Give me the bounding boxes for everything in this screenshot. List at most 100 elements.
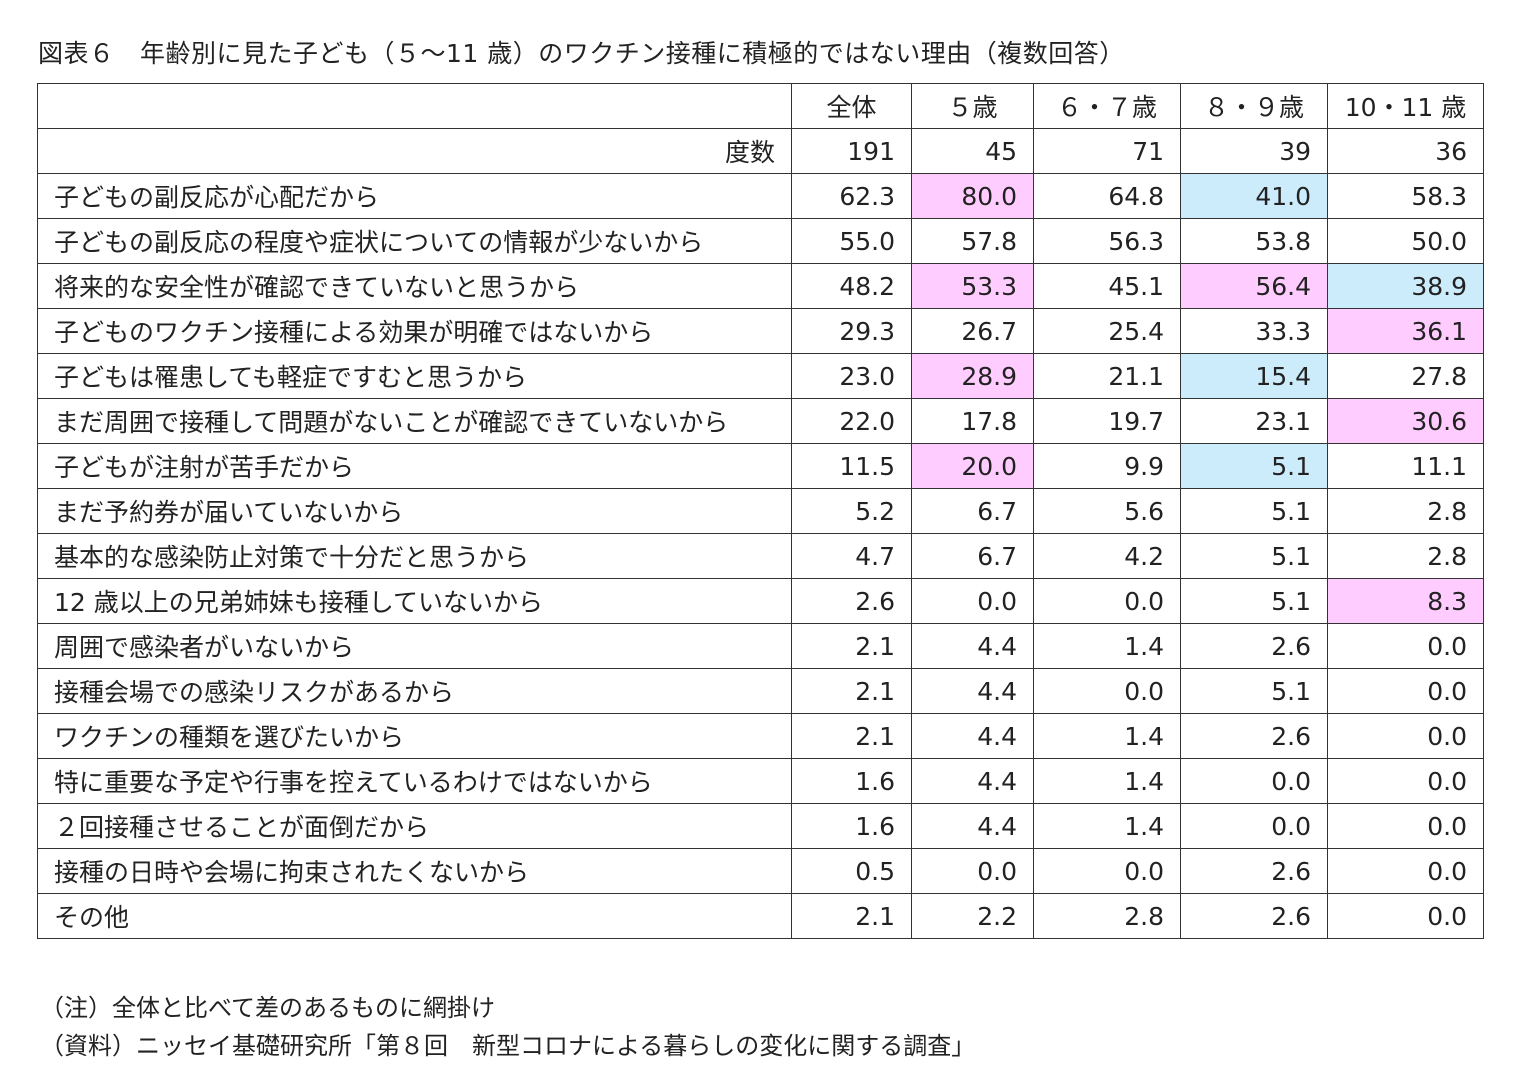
value-cell-highlighted: 8.3 <box>1327 578 1484 624</box>
frequency-cell: 36 <box>1327 128 1484 174</box>
value-cell: 2.8 <box>1327 488 1484 534</box>
column-header: 10・11 歳 <box>1327 83 1484 129</box>
value-cell: 29.3 <box>791 308 912 354</box>
value-cell: 23.1 <box>1180 398 1328 444</box>
value-cell: 0.0 <box>1033 668 1181 714</box>
frequency-cell: 39 <box>1180 128 1328 174</box>
header-corner-cell <box>37 83 792 129</box>
value-cell: 45.1 <box>1033 263 1181 309</box>
data-table: 全体 ５歳 ６・７歳 ８・９歳 10・11 歳 度数 191 45 71 39 … <box>37 83 1484 939</box>
value-cell: 5.2 <box>791 488 912 534</box>
row-label: 特に重要な予定や行事を控えているわけではないから <box>37 758 792 804</box>
row-label: 子どもの副反応が心配だから <box>37 173 792 219</box>
value-cell: 11.1 <box>1327 443 1484 489</box>
value-cell-highlighted: 80.0 <box>911 173 1034 219</box>
value-cell: 64.8 <box>1033 173 1181 219</box>
row-label: ワクチンの種類を選びたいから <box>37 713 792 759</box>
value-cell: 21.1 <box>1033 353 1181 399</box>
value-cell: 5.6 <box>1033 488 1181 534</box>
header-row: 全体 ５歳 ６・７歳 ８・９歳 10・11 歳 <box>37 83 1484 129</box>
frequency-cell: 191 <box>791 128 912 174</box>
value-cell: 0.0 <box>1327 758 1484 804</box>
column-header: 全体 <box>791 83 912 129</box>
value-cell: 2.6 <box>1180 623 1328 669</box>
row-label: 接種の日時や会場に拘束されたくないから <box>37 848 792 894</box>
row-label: ２回接種させることが面倒だから <box>37 803 792 849</box>
value-cell: 0.0 <box>1327 713 1484 759</box>
value-cell: 6.7 <box>911 488 1034 534</box>
row-label: 基本的な感染防止対策で十分だと思うから <box>37 533 792 579</box>
row-label: 周囲で感染者がいないから <box>37 623 792 669</box>
value-cell: 17.8 <box>911 398 1034 444</box>
column-header: ６・７歳 <box>1033 83 1181 129</box>
row-label: 子どもの副反応の程度や症状についての情報が少ないから <box>37 218 792 264</box>
value-cell: 2.1 <box>791 893 912 939</box>
table-body: 全体 ５歳 ６・７歳 ８・９歳 10・11 歳 度数 191 45 71 39 … <box>37 83 1484 939</box>
value-cell: 1.4 <box>1033 713 1181 759</box>
value-cell: 0.0 <box>1180 758 1328 804</box>
table-row: 特に重要な予定や行事を控えているわけではないから 1.6 4.4 1.4 0.0 0.0 <box>37 758 1484 804</box>
value-cell: 2.1 <box>791 713 912 759</box>
row-label: 子どもは罹患しても軽症ですむと思うから <box>37 353 792 399</box>
value-cell: 55.0 <box>791 218 912 264</box>
value-cell: 2.8 <box>1327 533 1484 579</box>
value-cell: 1.4 <box>1033 803 1181 849</box>
value-cell: 4.4 <box>911 803 1034 849</box>
value-cell: 23.0 <box>791 353 912 399</box>
value-cell: 2.1 <box>791 668 912 714</box>
value-cell: 0.0 <box>1327 668 1484 714</box>
frequency-cell: 71 <box>1033 128 1181 174</box>
value-cell-highlighted: 30.6 <box>1327 398 1484 444</box>
value-cell: 0.0 <box>911 848 1034 894</box>
table-row: 接種の日時や会場に拘束されたくないから 0.5 0.0 0.0 2.6 0.0 <box>37 848 1484 894</box>
column-header: ５歳 <box>911 83 1034 129</box>
value-cell: 2.6 <box>1180 713 1328 759</box>
value-cell: 5.1 <box>1180 578 1328 624</box>
value-cell-highlighted: 56.4 <box>1180 263 1328 309</box>
value-cell-highlighted: 20.0 <box>911 443 1034 489</box>
table-row: 12 歳以上の兄弟姉妹も接種していないから 2.6 0.0 0.0 5.1 8.3 <box>37 578 1484 624</box>
value-cell-highlighted: 28.9 <box>911 353 1034 399</box>
value-cell: 1.4 <box>1033 758 1181 804</box>
value-cell: 5.1 <box>1180 533 1328 579</box>
value-cell-highlighted: 53.3 <box>911 263 1034 309</box>
table-row: まだ周囲で接種して問題がないことが確認できていないから 22.0 17.8 19.7 2… <box>37 398 1484 444</box>
value-cell: 2.1 <box>791 623 912 669</box>
value-cell: 0.0 <box>1033 578 1181 624</box>
value-cell: 4.2 <box>1033 533 1181 579</box>
table-row: 周囲で感染者がいないから 2.1 4.4 1.4 2.6 0.0 <box>37 623 1484 669</box>
value-cell: 2.8 <box>1033 893 1181 939</box>
value-cell: 11.5 <box>791 443 912 489</box>
value-cell-highlighted: 36.1 <box>1327 308 1484 354</box>
row-label: 将来的な安全性が確認できていないと思うから <box>37 263 792 309</box>
value-cell: 0.0 <box>1033 848 1181 894</box>
table-row: その他 2.1 2.2 2.8 2.6 0.0 <box>37 893 1484 939</box>
table-row: ２回接種させることが面倒だから 1.6 4.4 1.4 0.0 0.0 <box>37 803 1484 849</box>
row-label: まだ周囲で接種して問題がないことが確認できていないから <box>37 398 792 444</box>
value-cell: 25.4 <box>1033 308 1181 354</box>
table-row: 子どものワクチン接種による効果が明確ではないから 29.3 26.7 25.4 33.3… <box>37 308 1484 354</box>
value-cell-highlighted: 5.1 <box>1180 443 1328 489</box>
value-cell: 6.7 <box>911 533 1034 579</box>
value-cell: 1.4 <box>1033 623 1181 669</box>
table-row: 子どもが注射が苦手だから 11.5 20.0 9.9 5.1 11.1 <box>37 443 1484 489</box>
value-cell: 33.3 <box>1180 308 1328 354</box>
table-row: 接種会場での感染リスクがあるから 2.1 4.4 0.0 5.1 0.0 <box>37 668 1484 714</box>
value-cell-highlighted: 15.4 <box>1180 353 1328 399</box>
value-cell: 27.8 <box>1327 353 1484 399</box>
table-row: 基本的な感染防止対策で十分だと思うから 4.7 6.7 4.2 5.1 2.8 <box>37 533 1484 579</box>
row-label: 子どもが注射が苦手だから <box>37 443 792 489</box>
value-cell: 4.4 <box>911 623 1034 669</box>
value-cell: 0.0 <box>911 578 1034 624</box>
value-cell: 0.0 <box>1327 848 1484 894</box>
value-cell: 4.7 <box>791 533 912 579</box>
value-cell: 19.7 <box>1033 398 1181 444</box>
value-cell: 58.3 <box>1327 173 1484 219</box>
value-cell: 2.6 <box>791 578 912 624</box>
value-cell: 26.7 <box>911 308 1034 354</box>
value-cell: 22.0 <box>791 398 912 444</box>
table-row: 子どもの副反応の程度や症状についての情報が少ないから 55.0 57.8 56.3 53… <box>37 218 1484 264</box>
value-cell: 5.1 <box>1180 488 1328 534</box>
value-cell: 57.8 <box>911 218 1034 264</box>
value-cell: 0.0 <box>1180 803 1328 849</box>
